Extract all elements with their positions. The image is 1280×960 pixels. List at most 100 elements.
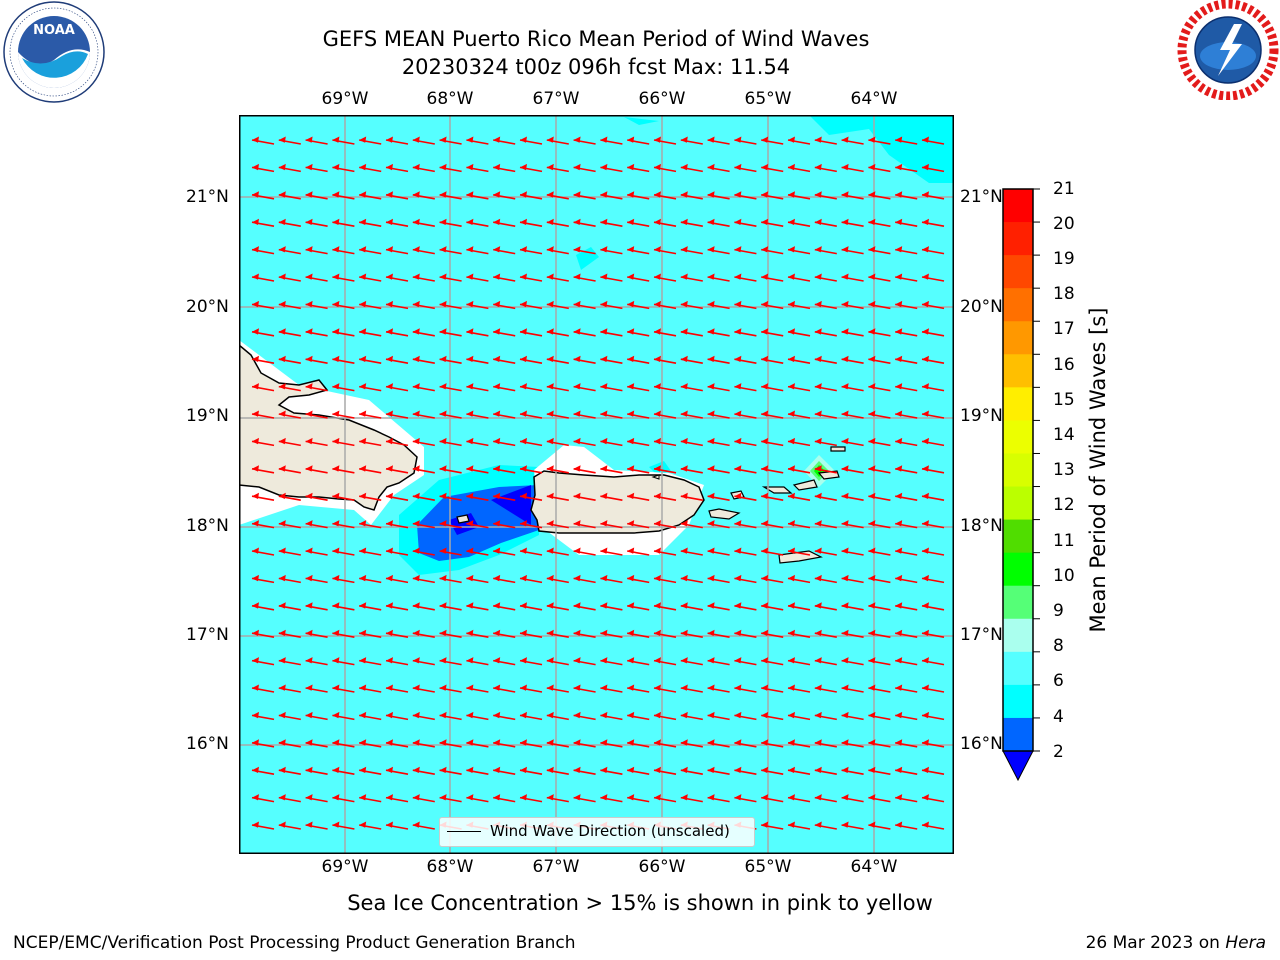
- land-st-thomas: [761, 486, 793, 494]
- lon-label-top-64w: 64°W: [850, 89, 898, 109]
- wind-arrow: [305, 465, 328, 474]
- wind-arrow: [868, 328, 891, 337]
- land-st-croix: [778, 550, 823, 564]
- wind-arrow: [600, 273, 623, 282]
- wind-arrow: [868, 163, 891, 173]
- wind-arrow: [653, 300, 677, 310]
- wind-arrow: [868, 300, 891, 310]
- cb-tick-18: 18: [1053, 284, 1075, 304]
- wind-arrow: [412, 602, 435, 611]
- map-frame: [239, 115, 954, 854]
- wind-arrow: [278, 821, 301, 830]
- lat-label-right-20n: 20°N: [960, 297, 1003, 317]
- wind-arrow: [921, 766, 945, 775]
- wind-arrow: [680, 711, 703, 721]
- period-2-contour-b: [491, 485, 531, 525]
- lat-label-right-17n: 17°N: [960, 625, 1003, 645]
- wind-arrow: [466, 492, 489, 501]
- wind-arrow: [439, 629, 462, 638]
- wind-arrow: [573, 492, 596, 501]
- colorbar-band: [1003, 618, 1033, 653]
- colorbar-band: [1003, 717, 1033, 752]
- cb-tick-14: 14: [1053, 425, 1075, 445]
- wind-arrow: [466, 246, 489, 255]
- wind-arrow: [359, 629, 382, 638]
- wind-arrow: [573, 465, 596, 474]
- wind-arrow: [653, 766, 677, 775]
- wind-arrow: [627, 273, 650, 282]
- wind-arrow: [680, 328, 703, 337]
- wind-arrow: [600, 739, 623, 748]
- wind-arrow: [546, 739, 569, 748]
- wind-arrow: [868, 602, 891, 611]
- wind-arrow: [412, 520, 435, 529]
- sea-ice-note-text: Sea Ice Concentration > 15% is shown in …: [347, 891, 933, 915]
- lon-label-bottom-65w: 65°W: [744, 857, 792, 877]
- wind-arrow: [653, 657, 677, 666]
- wind-arrow: [814, 602, 837, 611]
- wind-arrow: [653, 465, 677, 474]
- lon-label-bottom-67w: 67°W: [532, 857, 580, 877]
- wind-arrow: [814, 300, 837, 310]
- wind-arrow: [573, 273, 596, 282]
- wind-arrow: [841, 821, 864, 830]
- wind-arrow: [385, 465, 409, 474]
- colorbar-band: [1003, 552, 1033, 587]
- wind-arrow: [466, 328, 489, 337]
- wind-arrow: [332, 574, 355, 584]
- wind-arrow: [600, 657, 623, 666]
- wind-arrow: [412, 410, 435, 419]
- wind-arrow: [707, 246, 730, 255]
- wind-arrow: [787, 246, 811, 255]
- wind-arrow: [412, 821, 435, 830]
- wind-arrow: [841, 410, 864, 419]
- wind-arrow: [600, 410, 623, 419]
- wind-arrow: [653, 437, 677, 447]
- wind-arrow: [761, 465, 784, 474]
- wind-arrow: [761, 629, 784, 638]
- wind-arrow: [278, 684, 301, 693]
- wind-arrow: [895, 739, 918, 748]
- wind-arrow: [305, 300, 328, 310]
- wind-arrow: [278, 410, 301, 419]
- wind-arrow: [439, 218, 462, 227]
- wind-arrow: [868, 684, 891, 693]
- wind-arrow: [787, 136, 811, 145]
- wind-arrow: [734, 520, 757, 529]
- cb-tick-16: 16: [1053, 355, 1075, 375]
- wind-arrow: [385, 711, 409, 721]
- wind-arrow: [680, 794, 703, 803]
- lon-label-top-65w: 65°W: [744, 89, 792, 109]
- wind-arrow: [761, 437, 784, 447]
- wind-arrow: [546, 191, 569, 200]
- wind-arrow: [627, 465, 650, 474]
- wind-arrow: [761, 246, 784, 255]
- wind-arrow: [385, 218, 409, 227]
- wind-arrow: [332, 684, 355, 693]
- wind-arrow: [653, 711, 677, 721]
- wind-arrow: [385, 520, 409, 529]
- wind-arrow: [921, 794, 945, 803]
- wind-arrow: [546, 328, 569, 337]
- wind-arrow: [680, 465, 703, 474]
- wind-arrow: [734, 328, 757, 337]
- wind-arrow: [493, 383, 516, 392]
- wind-arrow: [412, 492, 435, 501]
- wind-arrow: [814, 328, 837, 337]
- wind-arrow: [814, 629, 837, 638]
- wind-arrow: [278, 300, 301, 310]
- wind-arrow: [359, 794, 382, 803]
- wind-arrow: [493, 246, 516, 255]
- wind-arrow: [787, 300, 811, 310]
- wind-arrow: [707, 711, 730, 721]
- wind-arrow: [466, 602, 489, 611]
- wind-arrow: [385, 191, 409, 200]
- wind-arrow: [600, 355, 623, 364]
- lat-label-right-19n: 19°N: [960, 406, 1003, 426]
- wind-arrow: [519, 355, 543, 364]
- wind-arrow: [466, 218, 489, 227]
- wind-arrow: [787, 821, 811, 830]
- wind-arrow: [734, 629, 757, 638]
- wind-arrow: [251, 657, 275, 666]
- wind-arrow: [278, 520, 301, 529]
